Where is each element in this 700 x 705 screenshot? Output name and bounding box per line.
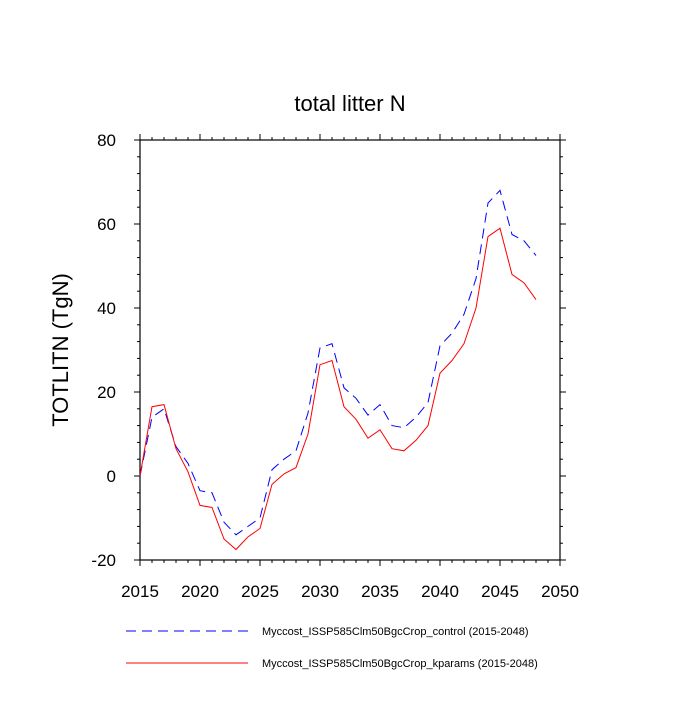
x-tick-label: 2035 [361, 582, 399, 601]
plot-area: 2015 2020 2025 2030 2035 2040 2045 2050-2002040… [91, 131, 578, 601]
series-line-2 [139, 227, 537, 551]
y-tick-label: 0 [107, 467, 116, 486]
legend-label-1: Myccost_ISSP585Clm50BgcCrop_control (201… [262, 626, 529, 638]
y-tick-label: -20 [91, 551, 116, 570]
x-tick-label: 2030 [301, 582, 339, 601]
series-line-1 [139, 189, 537, 536]
y-tick-label: 40 [97, 299, 116, 318]
y-tick-label: 60 [97, 215, 116, 234]
legend-label-2: Myccost_ISSP585Clm50BgcCrop_kparams (201… [262, 658, 538, 670]
x-tick-label: 2045 [481, 582, 519, 601]
x-tick-label: 2050 [541, 582, 579, 601]
x-tick-label: 2040 [421, 582, 459, 601]
x-tick-label: 2015 [121, 582, 159, 601]
plot-frame [139, 139, 561, 561]
chart-title: total litter N [294, 91, 405, 116]
x-tick-label: 2025 [241, 582, 279, 601]
y-tick-label: 80 [97, 131, 116, 150]
x-tick-label: 2020 [181, 582, 219, 601]
y-tick-label: 20 [97, 383, 116, 402]
legend: Myccost_ISSP585Clm50BgcCrop_control (201… [126, 626, 538, 670]
y-axis-label: TOTLITN (TgN) [48, 273, 73, 427]
